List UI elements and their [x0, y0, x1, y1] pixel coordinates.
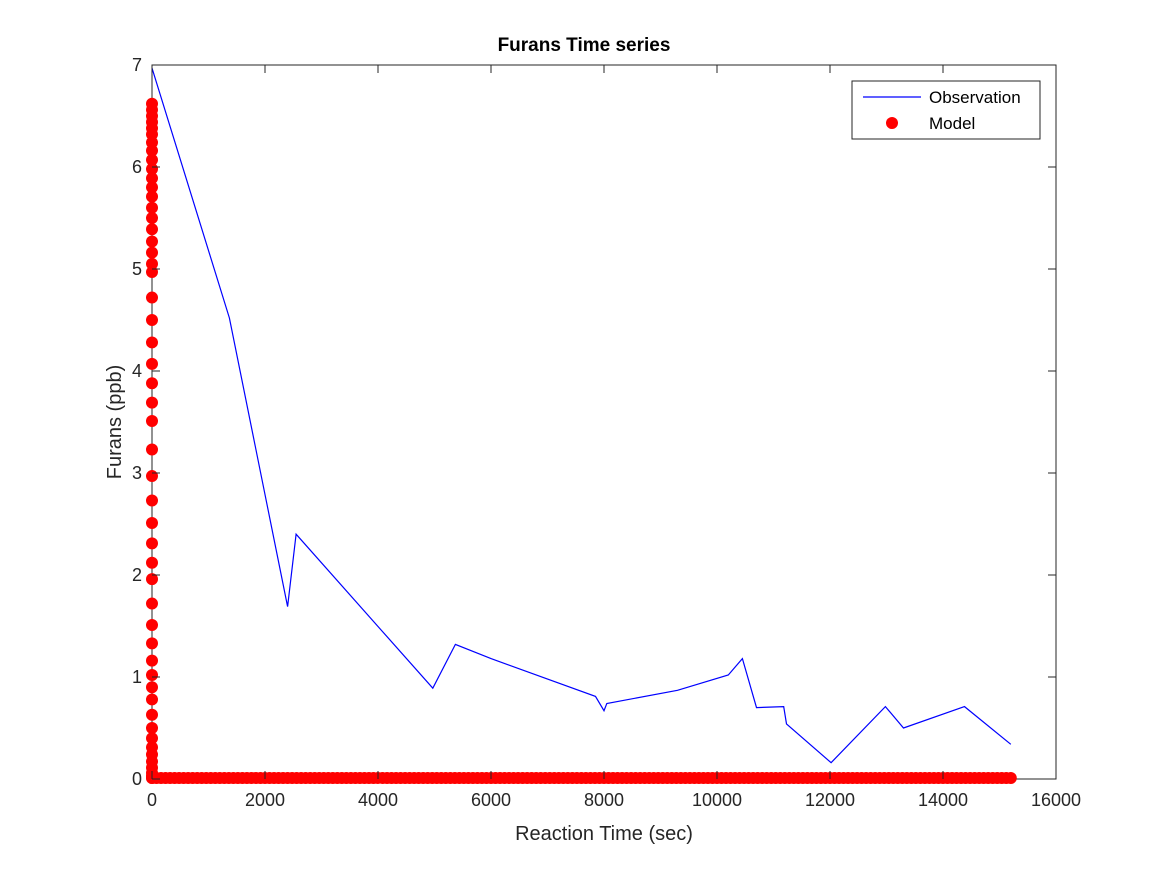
model-point [146, 573, 158, 586]
model-point [146, 443, 158, 456]
observation-series [151, 67, 1012, 764]
model-point [146, 693, 158, 706]
model-point [146, 163, 158, 176]
model-point [146, 201, 158, 214]
x-tick-label: 6000 [471, 790, 511, 810]
model-point [146, 470, 158, 483]
model-point [146, 266, 158, 279]
x-tick-label: 2000 [245, 790, 285, 810]
model-point [146, 291, 158, 304]
y-tick-label: 5 [132, 259, 142, 279]
chart-title: Furans Time series [498, 35, 671, 56]
model-point [146, 223, 158, 236]
y-axis: 0 1 2 3 4 5 6 7 [132, 55, 1056, 789]
y-tick-label: 4 [132, 361, 142, 381]
model-point [146, 414, 158, 427]
legend-observation-label: Observation [929, 88, 1021, 107]
x-tick-label: 10000 [692, 790, 742, 810]
model-point [146, 732, 158, 745]
x-tick-label: 14000 [918, 790, 968, 810]
model-point [146, 396, 158, 409]
x-tick-label: 8000 [584, 790, 624, 810]
model-point [146, 246, 158, 259]
y-tick-label: 7 [132, 55, 142, 75]
legend-model-swatch [886, 117, 898, 129]
x-tick-label: 16000 [1031, 790, 1081, 810]
model-series [146, 97, 1017, 784]
model-point [146, 637, 158, 650]
observation-line [151, 67, 1012, 764]
model-point [146, 537, 158, 550]
x-tick-label: 12000 [805, 790, 855, 810]
model-point [146, 172, 158, 185]
model-point [146, 668, 158, 681]
model-point [146, 212, 158, 224]
model-point [146, 357, 158, 370]
model-point [146, 681, 158, 694]
model-point [146, 190, 158, 203]
model-point [146, 722, 158, 734]
model-point [146, 235, 158, 248]
model-point [146, 516, 158, 529]
model-point [146, 153, 158, 166]
legend-box [851, 80, 1041, 140]
x-axis: 0 2000 4000 6000 8000 10000 12000 14000 16000 [147, 65, 1081, 810]
model-point [146, 181, 158, 194]
y-tick-label: 3 [132, 463, 142, 483]
x-axis-label: Reaction Time (sec) [515, 823, 693, 845]
x-tick-label: 0 [147, 790, 157, 810]
model-point [146, 314, 158, 326]
model-point [146, 377, 158, 390]
y-tick-label: 1 [132, 667, 142, 687]
y-tick-label: 2 [132, 565, 142, 585]
y-axis-label: Furans (ppb) [104, 365, 126, 480]
x-tick-label: 4000 [358, 790, 398, 810]
model-point [146, 556, 158, 569]
model-point [146, 144, 158, 157]
model-point [146, 494, 158, 507]
y-tick-label: 0 [132, 769, 142, 789]
model-point [146, 618, 158, 631]
model-point [146, 597, 158, 610]
model-point [146, 708, 158, 721]
plot-area [151, 64, 1057, 780]
y-tick-label: 6 [132, 157, 142, 177]
legend-model-label: Model [929, 114, 975, 133]
model-point [146, 336, 158, 349]
model-point [146, 654, 158, 667]
legend: Observation Model [851, 80, 1041, 140]
model-point [1004, 771, 1017, 784]
